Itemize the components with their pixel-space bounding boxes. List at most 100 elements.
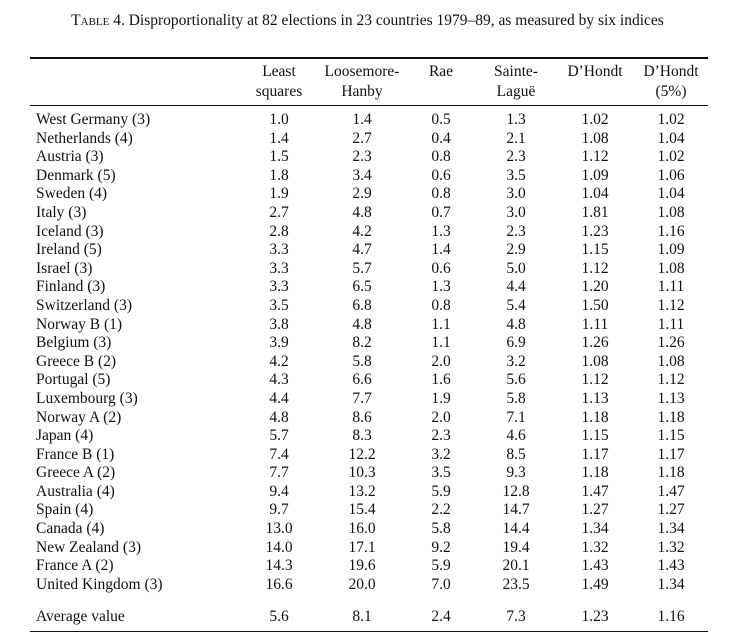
average-cell: 1.23: [581, 608, 609, 626]
value-cell: 4.3: [269, 371, 289, 389]
value-cell: 3.2: [506, 352, 526, 370]
value-cell: 7.1: [506, 408, 526, 426]
value-cell: 4.8: [352, 315, 372, 333]
table-row: France B (1) 7.4 12.2 3.2 8.5 1.17 1.17: [30, 446, 708, 465]
country-cell: Sweden (4): [36, 185, 108, 203]
value-cell: 0.8: [431, 296, 451, 314]
value-cell: 12.2: [348, 445, 376, 463]
value-cell: 1.0: [269, 111, 289, 128]
country-cell: Israel (3): [36, 259, 93, 277]
value-cell: 1.32: [581, 538, 609, 556]
value-cell: 14.0: [265, 538, 293, 556]
value-cell: 5.7: [269, 427, 289, 445]
value-cell: 14.4: [502, 520, 530, 538]
value-cell: 1.08: [581, 352, 609, 370]
value-cell: 4.4: [506, 278, 526, 296]
table-row: Italy (3) 2.7 4.8 0.7 3.0 1.81 1.08: [30, 204, 708, 223]
value-cell: 1.34: [657, 575, 685, 593]
value-cell: 13.0: [265, 520, 293, 538]
table-row: West Germany (3) 1.0 1.4 0.5 1.3 1.02 1.02: [30, 105, 708, 130]
country-cell: Finland (3): [36, 278, 106, 296]
value-cell: 7.0: [431, 575, 451, 593]
value-cell: 6.6: [352, 371, 372, 389]
value-cell: 1.4: [352, 111, 372, 128]
average-cell: 2.4: [431, 608, 451, 626]
table-row: Greece A (2) 7.7 10.3 3.5 9.3 1.18 1.18: [30, 464, 708, 483]
value-cell: 1.20: [581, 278, 609, 296]
value-cell: 5.7: [352, 259, 372, 277]
value-cell: 1.18: [657, 464, 685, 482]
value-cell: 19.6: [348, 557, 376, 575]
value-cell: 2.1: [506, 129, 526, 147]
value-cell: 4.8: [352, 203, 372, 221]
table-row: Denmark (5) 1.8 3.4 0.6 3.5 1.09 1.06: [30, 167, 708, 186]
value-cell: 2.8: [269, 222, 289, 240]
value-cell: 1.50: [581, 296, 609, 314]
country-cell: Portugal (5): [36, 371, 111, 389]
value-cell: 4.8: [269, 408, 289, 426]
country-cell: France A (2): [36, 557, 114, 575]
value-cell: 2.9: [506, 241, 526, 259]
table-row: Japan (4) 5.7 8.3 2.3 4.6 1.15 1.15: [30, 427, 708, 446]
value-cell: 1.4: [269, 129, 289, 147]
value-cell: 16.6: [265, 575, 293, 593]
value-cell: 1.12: [657, 296, 685, 314]
value-cell: 5.8: [506, 389, 526, 407]
value-cell: 1.9: [269, 185, 289, 203]
table-row: Sweden (4) 1.9 2.9 0.8 3.0 1.04 1.04: [30, 185, 708, 204]
value-cell: 8.3: [352, 427, 372, 445]
value-cell: 0.8: [431, 148, 451, 166]
value-cell: 8.6: [352, 408, 372, 426]
value-cell: 1.23: [581, 222, 609, 240]
header-country: [30, 60, 240, 105]
header-rule: [30, 105, 708, 106]
value-cell: 1.08: [657, 203, 685, 221]
value-cell: 1.15: [581, 241, 609, 259]
value-cell: 1.08: [657, 352, 685, 370]
bottom-rule: [30, 631, 708, 632]
value-cell: 1.09: [657, 241, 685, 259]
value-cell: 4.4: [269, 389, 289, 407]
table-row: Spain (4) 9.7 15.4 2.2 14.7 1.27 1.27: [30, 501, 708, 520]
table-row: Luxembourg (3) 4.4 7.7 1.9 5.8 1.13 1.13: [30, 390, 708, 409]
value-cell: 1.3: [506, 111, 526, 128]
value-cell: 2.0: [431, 408, 451, 426]
country-cell: Spain (4): [36, 501, 94, 519]
average-row: Average value 5.6 8.1 2.4 7.3 1.23 1.16: [30, 594, 708, 634]
value-cell: 1.3: [431, 278, 451, 296]
country-cell: West Germany (3): [36, 111, 151, 128]
value-cell: 1.15: [581, 427, 609, 445]
value-cell: 5.4: [506, 296, 526, 314]
value-cell: 3.5: [269, 296, 289, 314]
value-cell: 1.5: [269, 148, 289, 166]
value-cell: 1.27: [581, 501, 609, 519]
value-cell: 4.2: [269, 352, 289, 370]
value-cell: 8.5: [506, 445, 526, 463]
value-cell: 7.7: [352, 389, 372, 407]
value-cell: 14.3: [265, 557, 293, 575]
value-cell: 1.18: [657, 408, 685, 426]
value-cell: 1.18: [581, 464, 609, 482]
value-cell: 5.8: [431, 520, 451, 538]
value-cell: 1.1: [431, 315, 451, 333]
country-cell: Japan (4): [36, 427, 94, 445]
value-cell: 15.4: [348, 501, 376, 519]
value-cell: 20.1: [502, 557, 530, 575]
country-cell: Australia (4): [36, 482, 115, 500]
value-cell: 3.9: [269, 334, 289, 352]
value-cell: 0.7: [431, 203, 451, 221]
table-row: New Zealand (3) 14.0 17.1 9.2 19.4 1.32 1.32: [30, 539, 708, 558]
value-cell: 1.8: [269, 166, 289, 184]
table-row: Portugal (5) 4.3 6.6 1.6 5.6 1.12 1.12: [30, 371, 708, 390]
value-cell: 2.3: [352, 148, 372, 166]
value-cell: 1.49: [581, 575, 609, 593]
value-cell: 2.3: [431, 427, 451, 445]
value-cell: 1.02: [657, 111, 685, 128]
value-cell: 1.17: [657, 445, 685, 463]
country-cell: United Kingdom (3): [36, 575, 163, 593]
table-caption: Table 4. Disproportionality at 82 electi…: [30, 10, 705, 31]
country-cell: France B (1): [36, 445, 115, 463]
country-cell: Austria (3): [36, 148, 104, 166]
country-cell: Greece B (2): [36, 352, 117, 370]
top-rule: [30, 57, 708, 59]
